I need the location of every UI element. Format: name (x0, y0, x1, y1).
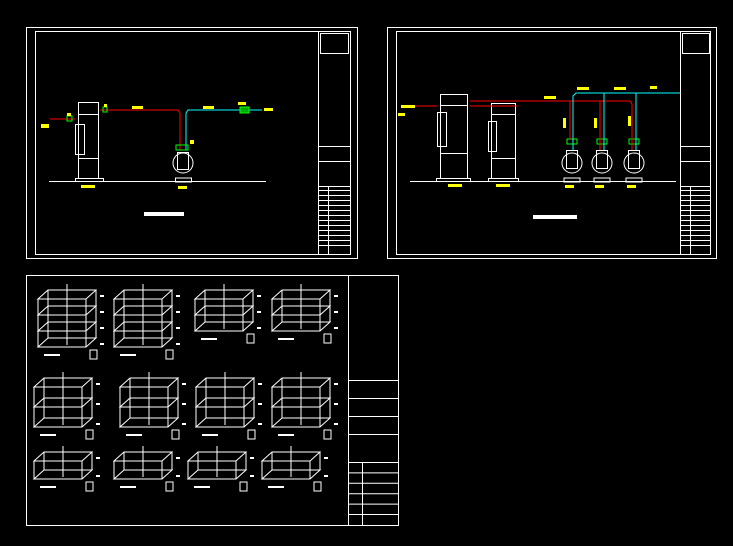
sheet-2-labels (398, 86, 657, 188)
equipment-symbol (85, 481, 94, 492)
equipment-symbol (89, 349, 98, 360)
floor-frame (112, 284, 180, 360)
sheet-1-border (26, 27, 358, 259)
supply-pipe (100, 109, 181, 150)
equipment-symbol (85, 429, 94, 440)
sheet-2 (387, 27, 717, 259)
supply-pipe (470, 100, 633, 150)
sheet-3-title-block (348, 380, 398, 525)
floor-frame (193, 284, 261, 344)
equipment-symbol (313, 481, 322, 492)
floor-frame (260, 446, 328, 492)
floor-frame (32, 372, 100, 440)
equipment-symbol (247, 429, 256, 440)
sheet-1-title-bar (144, 212, 184, 216)
sheet-2-border (387, 27, 717, 259)
floor-frame (36, 284, 104, 360)
return-pipe (185, 109, 262, 150)
pump (561, 138, 583, 183)
equipment-symbol (165, 349, 174, 360)
heat-pump-unit-1 (436, 94, 471, 182)
floor-frame (32, 446, 100, 492)
floor-frame (194, 372, 262, 440)
heat-pump-unit-2 (488, 103, 519, 182)
sheet-1 (26, 27, 358, 259)
heat-pump-unit (75, 102, 104, 182)
equipment-symbol (171, 429, 180, 440)
sheet-2-title-rows (680, 186, 710, 254)
floor-frames (32, 284, 338, 492)
pump (591, 138, 613, 183)
sheet-2-frame (396, 31, 711, 255)
sheet-2-title-bar (533, 215, 577, 219)
return-pipe (572, 92, 680, 150)
logo-box (320, 33, 349, 54)
floor-frame (186, 446, 254, 492)
equipment-symbol (246, 333, 255, 344)
pump (172, 152, 194, 183)
sheet-1-frame (35, 31, 351, 255)
sheet-1-title-rows (318, 186, 350, 254)
equipment-symbol (239, 481, 248, 492)
sheet-3 (26, 275, 399, 526)
equipment-symbol (323, 333, 332, 344)
floor-frame (112, 446, 180, 492)
pumps (561, 138, 645, 183)
floor-frame (270, 284, 338, 344)
sheet-3-border (26, 275, 399, 526)
pump (623, 138, 645, 183)
sheet-1-labels (41, 102, 273, 189)
floor-frame (270, 372, 338, 440)
equipment-symbol (323, 429, 332, 440)
logo-box (682, 33, 710, 54)
floor-frame (118, 372, 186, 440)
equipment-symbol (165, 481, 174, 492)
